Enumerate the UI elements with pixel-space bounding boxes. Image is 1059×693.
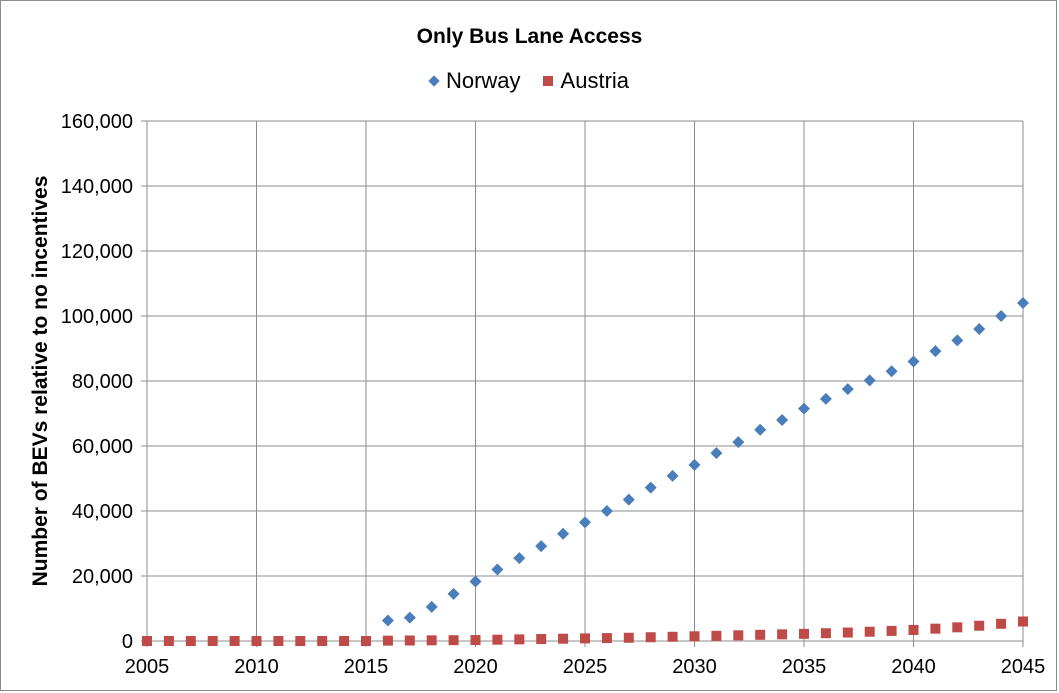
austria-point: [777, 629, 788, 640]
austria-point: [382, 635, 393, 646]
legend-item-norway: Norway: [428, 68, 521, 94]
austria-point: [820, 628, 831, 639]
norway-point: [819, 392, 832, 405]
norway-point: [885, 365, 898, 378]
norway-point: [447, 587, 460, 600]
austria-point: [689, 631, 700, 642]
austria-point: [864, 626, 875, 637]
austria-point: [361, 636, 371, 646]
austria-point: [536, 634, 547, 645]
austria-point: [207, 636, 218, 646]
austria-point: [711, 630, 722, 641]
austria-point: [404, 635, 415, 646]
x-tick-label: 2040: [891, 656, 936, 678]
austria-point: [295, 636, 306, 646]
austria-point: [470, 635, 481, 646]
y-tick-label: 160,000: [61, 111, 133, 133]
austria-point: [273, 636, 284, 646]
norway-point: [929, 345, 942, 358]
x-tick-label: 2035: [782, 656, 827, 678]
austria-point: [339, 636, 350, 646]
austria-point: [623, 632, 634, 643]
austria-point: [580, 633, 590, 644]
norway-point: [622, 493, 635, 506]
norway-point: [754, 423, 767, 436]
norway-point: [841, 383, 854, 396]
norway-point: [644, 481, 657, 494]
y-tick-label: 0: [122, 631, 133, 653]
austria-point: [733, 630, 744, 641]
legend: Norway Austria: [0, 68, 1059, 94]
y-tick-label: 60,000: [72, 436, 133, 458]
x-tick-label: 2010: [234, 656, 279, 678]
x-tick-label: 2020: [453, 656, 498, 678]
norway-point: [403, 611, 416, 624]
y-tick-label: 120,000: [61, 241, 133, 263]
norway-point: [491, 563, 504, 576]
norway-point: [1017, 297, 1029, 309]
x-tick-label: 2025: [563, 656, 608, 678]
austria-point: [974, 620, 985, 631]
norway-point: [469, 575, 482, 588]
norway-point: [710, 447, 723, 460]
norway-point: [535, 540, 548, 553]
austria-point: [426, 635, 437, 646]
norway-point: [688, 458, 701, 471]
austria-point: [163, 636, 174, 646]
austria-point: [930, 623, 941, 634]
austria-point: [601, 633, 612, 644]
austria-point: [645, 632, 656, 643]
norway-point: [513, 552, 526, 565]
norway-point: [381, 614, 394, 627]
norway-point: [732, 436, 745, 449]
norway-point: [907, 355, 920, 368]
y-tick-label: 80,000: [72, 371, 133, 393]
austria-point: [1018, 616, 1028, 627]
norway-point: [863, 374, 876, 387]
austria-point: [185, 636, 196, 646]
y-tick-label: 100,000: [61, 306, 133, 328]
austria-point: [514, 634, 525, 645]
austria-point: [908, 624, 919, 635]
norway-point: [666, 469, 679, 482]
chart-title: Only Bus Lane Access: [416, 25, 643, 48]
x-tick-label: 2015: [344, 656, 389, 678]
norway-point: [776, 414, 789, 426]
norway-point: [579, 516, 591, 529]
austria-point: [842, 627, 853, 638]
austria-point: [996, 618, 1007, 629]
legend-marker-austria: [542, 76, 553, 86]
austria-point: [886, 625, 897, 636]
austria-point: [558, 633, 569, 644]
norway-point: [973, 323, 986, 335]
legend-label-austria: Austria: [560, 68, 630, 93]
austria-point: [755, 629, 766, 640]
legend-item-austria: Austria: [542, 68, 630, 94]
y-tick-label: 40,000: [72, 501, 133, 523]
legend-label-norway: Norway: [445, 68, 521, 93]
austria-point: [142, 636, 152, 646]
norway-point: [951, 334, 964, 347]
x-tick-label: 2005: [125, 656, 170, 678]
austria-point: [251, 636, 262, 646]
norway-point: [600, 505, 613, 517]
austria-point: [799, 628, 809, 639]
austria-point: [448, 635, 459, 646]
x-tick-label: 2030: [672, 656, 717, 678]
x-tick-label: 2045: [1001, 656, 1046, 678]
norway-point: [995, 310, 1008, 322]
austria-point: [667, 631, 678, 642]
y-tick-label: 20,000: [72, 566, 133, 588]
austria-point: [492, 634, 503, 645]
austria-point: [229, 636, 240, 646]
austria-point: [952, 622, 963, 633]
norway-point: [425, 600, 438, 613]
norway-point: [798, 402, 810, 415]
y-tick-label: 140,000: [61, 176, 133, 198]
norway-point: [557, 527, 570, 540]
austria-point: [317, 636, 328, 646]
